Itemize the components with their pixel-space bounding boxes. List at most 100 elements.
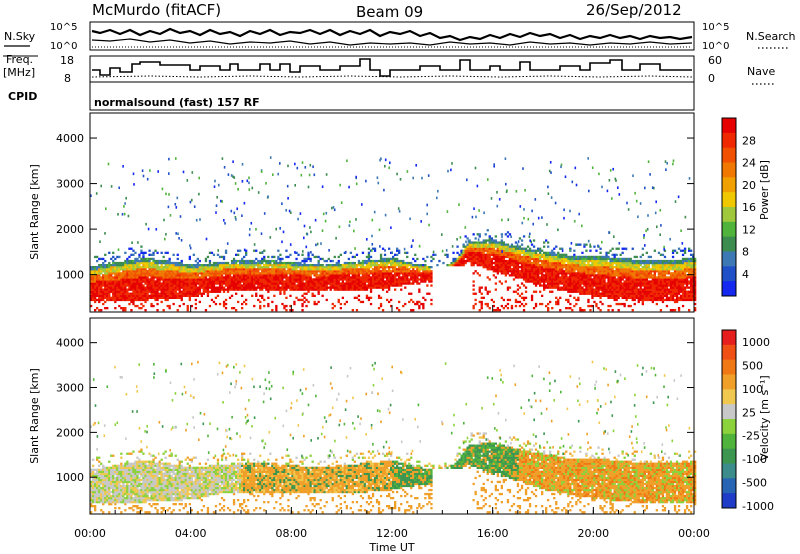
power-cell <box>623 259 626 263</box>
power-cell <box>504 268 507 271</box>
power-cell <box>474 241 477 244</box>
power-cell <box>146 257 149 261</box>
power-cell <box>498 259 501 263</box>
power-cell <box>599 261 602 265</box>
power-cell <box>100 282 103 285</box>
power-cell <box>528 257 532 261</box>
power-cell <box>110 264 113 267</box>
power-cell <box>365 280 369 283</box>
power-cell <box>305 298 308 302</box>
power-cell <box>251 276 254 279</box>
power-cell <box>589 264 592 267</box>
power-cell <box>277 286 280 289</box>
power-cell <box>508 286 512 289</box>
power-cell <box>599 278 602 281</box>
power-cell <box>212 300 216 304</box>
power-cell <box>605 255 608 259</box>
power-cell <box>333 286 336 289</box>
power-cell <box>583 280 586 283</box>
power-cell <box>102 278 105 281</box>
power-cell <box>247 270 250 273</box>
power-cell <box>190 264 193 267</box>
power-cell <box>208 268 212 271</box>
power-cell <box>259 259 262 263</box>
power-cell <box>343 266 346 269</box>
power-cell <box>287 266 290 269</box>
power-cell <box>323 280 326 283</box>
power-cell <box>289 268 292 271</box>
power-cell <box>381 257 385 261</box>
power-cell <box>627 292 630 295</box>
power-cell <box>534 304 538 308</box>
power-cell <box>496 270 499 273</box>
power-cell <box>532 266 536 269</box>
power-cell <box>140 280 143 283</box>
power-cell <box>392 274 395 277</box>
power-cell <box>277 282 280 285</box>
power-cell <box>275 264 278 267</box>
power-cell <box>555 257 558 261</box>
power-cell <box>486 266 489 269</box>
power-cell <box>655 296 658 299</box>
power-cell <box>182 272 185 275</box>
power-cell <box>100 292 103 295</box>
power-cell <box>146 282 149 285</box>
power-cell <box>394 261 397 265</box>
power-cell <box>516 245 520 248</box>
power-cell <box>599 259 602 263</box>
power-cell <box>226 261 230 265</box>
power-cell <box>144 309 147 312</box>
power-cell <box>150 272 153 275</box>
power-cell <box>253 266 256 269</box>
power-cell <box>621 290 624 293</box>
power-cell <box>365 284 369 287</box>
power-cell <box>369 270 373 273</box>
power-cell <box>154 264 157 267</box>
power-cell <box>468 249 471 252</box>
power-cell <box>629 304 632 308</box>
power-cell <box>522 264 526 267</box>
power-cell <box>637 264 640 267</box>
power-cell <box>534 259 538 263</box>
power-cell <box>661 272 665 275</box>
power-cell <box>257 284 260 287</box>
power-cell <box>130 296 133 299</box>
power-cell <box>186 282 189 285</box>
power-cell <box>303 296 306 299</box>
power-cell <box>526 268 530 271</box>
power-cell <box>514 272 518 275</box>
power-cell <box>649 255 652 259</box>
power-cell <box>522 298 526 302</box>
power-cell <box>476 259 479 263</box>
power-cell <box>361 282 365 285</box>
power-cell <box>663 272 667 275</box>
power-cell <box>398 270 401 273</box>
power-cell <box>663 261 667 265</box>
power-cell <box>315 264 318 267</box>
power-cell <box>639 261 642 265</box>
power-cell <box>154 282 157 285</box>
power-cell <box>404 276 407 279</box>
power-cell <box>539 268 542 271</box>
power-cell <box>98 284 101 287</box>
power-cell <box>633 294 636 297</box>
power-cell <box>657 282 661 285</box>
power-cell <box>388 247 391 250</box>
power-cell <box>609 282 612 285</box>
power-cell <box>381 259 385 263</box>
power-cell <box>490 243 493 246</box>
power-cell <box>192 280 195 283</box>
power-cell <box>579 272 582 275</box>
power-cell <box>623 280 626 283</box>
power-cell <box>134 304 137 308</box>
power-cell <box>663 284 667 287</box>
power-cell <box>120 276 123 279</box>
power-cell <box>200 270 203 273</box>
power-cell <box>110 298 113 302</box>
power-cell <box>520 259 524 263</box>
power-cell <box>508 268 512 271</box>
power-cell <box>98 296 101 299</box>
power-cell <box>621 270 624 273</box>
power-cell <box>547 286 550 289</box>
power-cell <box>194 270 197 273</box>
